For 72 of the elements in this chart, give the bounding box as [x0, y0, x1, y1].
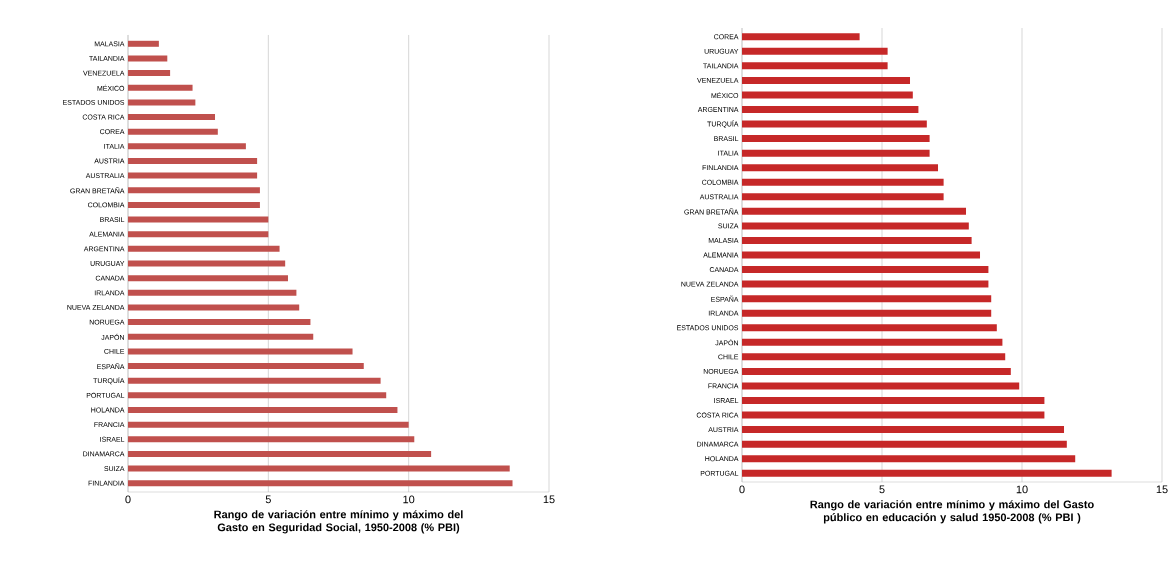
x-axis-title: Rango de variación entre mínimo y máximo del Gasto público en educación y salud 1950-2008 (% PBI ): [810, 500, 1094, 524]
bar: [742, 426, 1065, 434]
x-tick-label: 10: [403, 495, 415, 504]
bar: [742, 367, 1011, 375]
x-tick-label: 15: [1156, 485, 1168, 494]
bar: [128, 231, 269, 238]
bar: [128, 201, 260, 208]
bar: [742, 382, 1020, 390]
x-tick-label: 10: [1016, 485, 1028, 494]
bar: [128, 55, 168, 62]
bar: [742, 324, 997, 332]
bar: [128, 465, 510, 472]
bar: [128, 245, 280, 252]
bar: [128, 392, 387, 399]
bar: [742, 207, 967, 215]
bar: [742, 251, 981, 259]
x-tick-label: 0: [739, 485, 745, 494]
bar: [742, 411, 1045, 419]
bar: [128, 99, 196, 106]
bar: [128, 157, 258, 164]
bar: [742, 193, 944, 201]
bar: [128, 216, 269, 223]
bar: [742, 440, 1067, 448]
bar: [742, 353, 1006, 361]
bar: [128, 70, 171, 77]
bar: [742, 469, 1112, 477]
bar: [128, 128, 218, 135]
bar: [742, 120, 927, 128]
bar: [128, 333, 314, 340]
x-tick-label: 5: [265, 495, 271, 504]
bar: [742, 105, 919, 113]
bar: [742, 62, 888, 70]
bar: [128, 84, 193, 91]
bar: [128, 289, 297, 296]
bar: [742, 455, 1076, 463]
x-tick-label: 15: [543, 495, 555, 504]
bar: [128, 319, 311, 326]
x-tick-label: 0: [125, 495, 131, 504]
bar: [128, 114, 216, 121]
bar: [128, 143, 246, 150]
bar: [742, 338, 1003, 346]
bar: [128, 172, 258, 179]
bar: [742, 76, 911, 84]
bar: [742, 397, 1045, 405]
bar: [742, 309, 992, 317]
bar: [128, 406, 398, 413]
bar: [128, 421, 409, 428]
bar: [742, 280, 989, 288]
bar: [128, 187, 260, 194]
bar: [742, 295, 992, 303]
bar: [742, 47, 888, 55]
bar: [742, 236, 972, 244]
bar: [742, 266, 989, 274]
bar: [742, 91, 913, 99]
bar: [742, 135, 930, 143]
bar: [128, 275, 288, 282]
bar: [128, 348, 353, 355]
bar: [128, 40, 159, 47]
bar: [742, 149, 930, 157]
x-axis-title: Rango de variación entre mínimo y máximo del Gasto en Seguridad Social, 1950-2008 (% PBI): [214, 510, 463, 534]
bar: [128, 436, 415, 443]
bar: [128, 377, 381, 384]
bar: [128, 363, 364, 370]
bar: [742, 164, 939, 172]
bar: [742, 222, 969, 230]
bar: [742, 33, 860, 41]
bar: [128, 260, 286, 267]
bar: [742, 178, 944, 186]
x-tick-label: 5: [879, 485, 885, 494]
bar: [128, 304, 300, 311]
bar: [128, 480, 513, 487]
bar: [128, 450, 432, 457]
